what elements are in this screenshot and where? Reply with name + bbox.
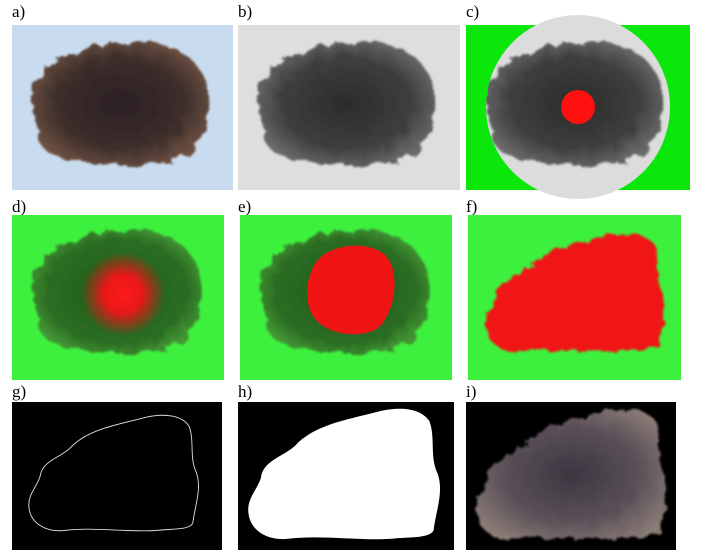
panel-label: e) [238,197,251,216]
panel-image [466,402,676,550]
panel-image [238,402,454,550]
panel-label: f) [466,197,477,216]
panel-label: d) [12,197,26,216]
panel-image [12,402,222,550]
panel-label: g) [12,382,26,401]
panel-label: c) [466,2,479,21]
panel-image [238,25,460,190]
panel-image [466,15,690,199]
panel-image [12,215,224,380]
page: a) b) c) d) e) f) g) h) i) [0,0,706,555]
panel-image [240,215,452,380]
panel-image [12,25,233,190]
figure: a) b) c) d) e) f) g) h) i) [0,0,706,555]
panel-label: h) [238,382,252,401]
panel-label: a) [12,2,25,21]
panel-label: i) [466,382,476,401]
panel-image [468,215,681,380]
panel-label: b) [238,2,252,21]
